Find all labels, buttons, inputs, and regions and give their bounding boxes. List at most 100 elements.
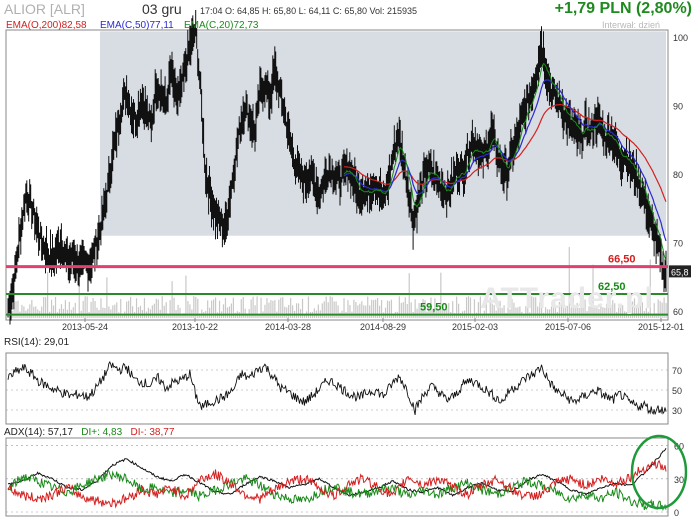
volume-bar: [74, 302, 76, 318]
volume-bar: [582, 304, 584, 318]
volume-bar: [157, 299, 159, 318]
volume-bar: [270, 300, 272, 318]
volume-bar: [268, 302, 270, 318]
volume-bar: [143, 298, 146, 318]
volume-bar: [68, 301, 70, 318]
volume-bar: [610, 304, 612, 318]
volume-bar: [517, 307, 519, 318]
volume-bar: [295, 303, 298, 318]
volume-bar: [193, 296, 195, 318]
volume-bar: [286, 307, 288, 318]
rsi-y-tick: 30: [672, 406, 682, 416]
volume-bar: [584, 299, 586, 318]
volume-bar: [187, 301, 189, 318]
volume-bar: [299, 309, 302, 318]
volume-bar: [62, 308, 65, 318]
volume-bar: [544, 307, 547, 318]
volume-bar: [155, 298, 157, 318]
volume-bar: [558, 302, 560, 318]
volume-bar: [112, 305, 114, 318]
price-change: +1,79 PLN (2,80%): [554, 0, 692, 17]
volume-bar: [335, 301, 337, 318]
volume-bar: [388, 301, 391, 318]
volume-bar: [596, 306, 598, 318]
volume-bar: [84, 296, 86, 318]
volume-bar: [76, 313, 78, 318]
volume-bar: [303, 313, 306, 318]
di-minus-value: DI-: 38,77: [130, 427, 175, 438]
volume-bar: [207, 300, 209, 318]
volume-bar: [655, 313, 657, 318]
volume-bar: [600, 303, 602, 318]
volume-bar: [185, 275, 187, 318]
volume-bar: [50, 299, 53, 318]
volume-bar: [209, 307, 211, 318]
volume-bar: [21, 304, 23, 318]
volume-bar: [418, 303, 420, 318]
x-tick-label: 2013-05-24: [62, 322, 108, 332]
ema20-line: [343, 62, 667, 261]
volume-bar: [323, 301, 325, 318]
volume-bar: [23, 306, 25, 318]
quote-date: 03 gru: [142, 1, 182, 17]
volume-bar: [592, 264, 594, 318]
volume-bar: [661, 302, 663, 318]
volume-bar: [218, 300, 221, 318]
adx-value: ADX(14): 57,17: [4, 427, 73, 438]
volume-bar: [139, 305, 142, 318]
volume-bar: [189, 304, 191, 318]
volume-bar: [94, 300, 96, 318]
volume-bar: [242, 297, 244, 318]
volume-bar: [137, 307, 140, 318]
volume-bar: [224, 297, 227, 318]
volume-bar: [181, 313, 183, 318]
volume-bar: [43, 297, 45, 318]
di-plus-value: DI+: 4,83: [81, 427, 123, 438]
volume-bar: [29, 304, 31, 318]
price-y-tick: 80: [673, 170, 683, 180]
volume-bar: [256, 296, 258, 318]
adx-y-tick: 0: [674, 508, 679, 518]
volume-bar: [122, 313, 124, 318]
volume-bar: [637, 303, 640, 318]
volume-bar: [104, 308, 106, 318]
volume-bar: [248, 309, 250, 318]
volume-bar: [479, 296, 481, 318]
ema200-line: [343, 103, 667, 202]
volume-bar: [493, 305, 495, 318]
volume-bar: [448, 303, 450, 318]
volume-bar: [325, 296, 327, 318]
volume-bar: [416, 308, 418, 318]
volume-bar: [560, 302, 562, 318]
volume-bar: [292, 305, 294, 318]
volume-bar: [365, 305, 367, 318]
volume-bar: [386, 300, 389, 318]
volume-bar: [165, 302, 167, 318]
last-price-label: 65,8: [671, 267, 689, 277]
volume-bar: [349, 305, 351, 318]
volume-bar: [390, 299, 393, 318]
volume-bar: [622, 305, 624, 318]
x-tick-label: 2015-12-01: [638, 322, 684, 332]
volume-bar: [58, 308, 61, 318]
volume-bar: [343, 298, 345, 318]
volume-bar: [327, 302, 329, 318]
volume-bar: [375, 299, 377, 318]
volume-bar: [537, 306, 539, 318]
volume-bar: [126, 301, 128, 318]
volume-bar: [606, 303, 608, 318]
volume-bar: [580, 301, 582, 318]
volume-bar: [369, 305, 371, 318]
volume-bar: [54, 296, 57, 318]
volume-bar: [361, 301, 363, 318]
volume-bar: [288, 304, 290, 318]
volume-bar: [469, 297, 472, 318]
volume-bar: [246, 313, 248, 318]
volume-bar: [485, 299, 487, 318]
volume-bar: [167, 313, 169, 318]
volume-bar: [657, 299, 659, 318]
volume-bar: [355, 302, 357, 318]
volume-bar: [629, 296, 632, 318]
x-tick-label: 2014-03-28: [265, 322, 311, 332]
